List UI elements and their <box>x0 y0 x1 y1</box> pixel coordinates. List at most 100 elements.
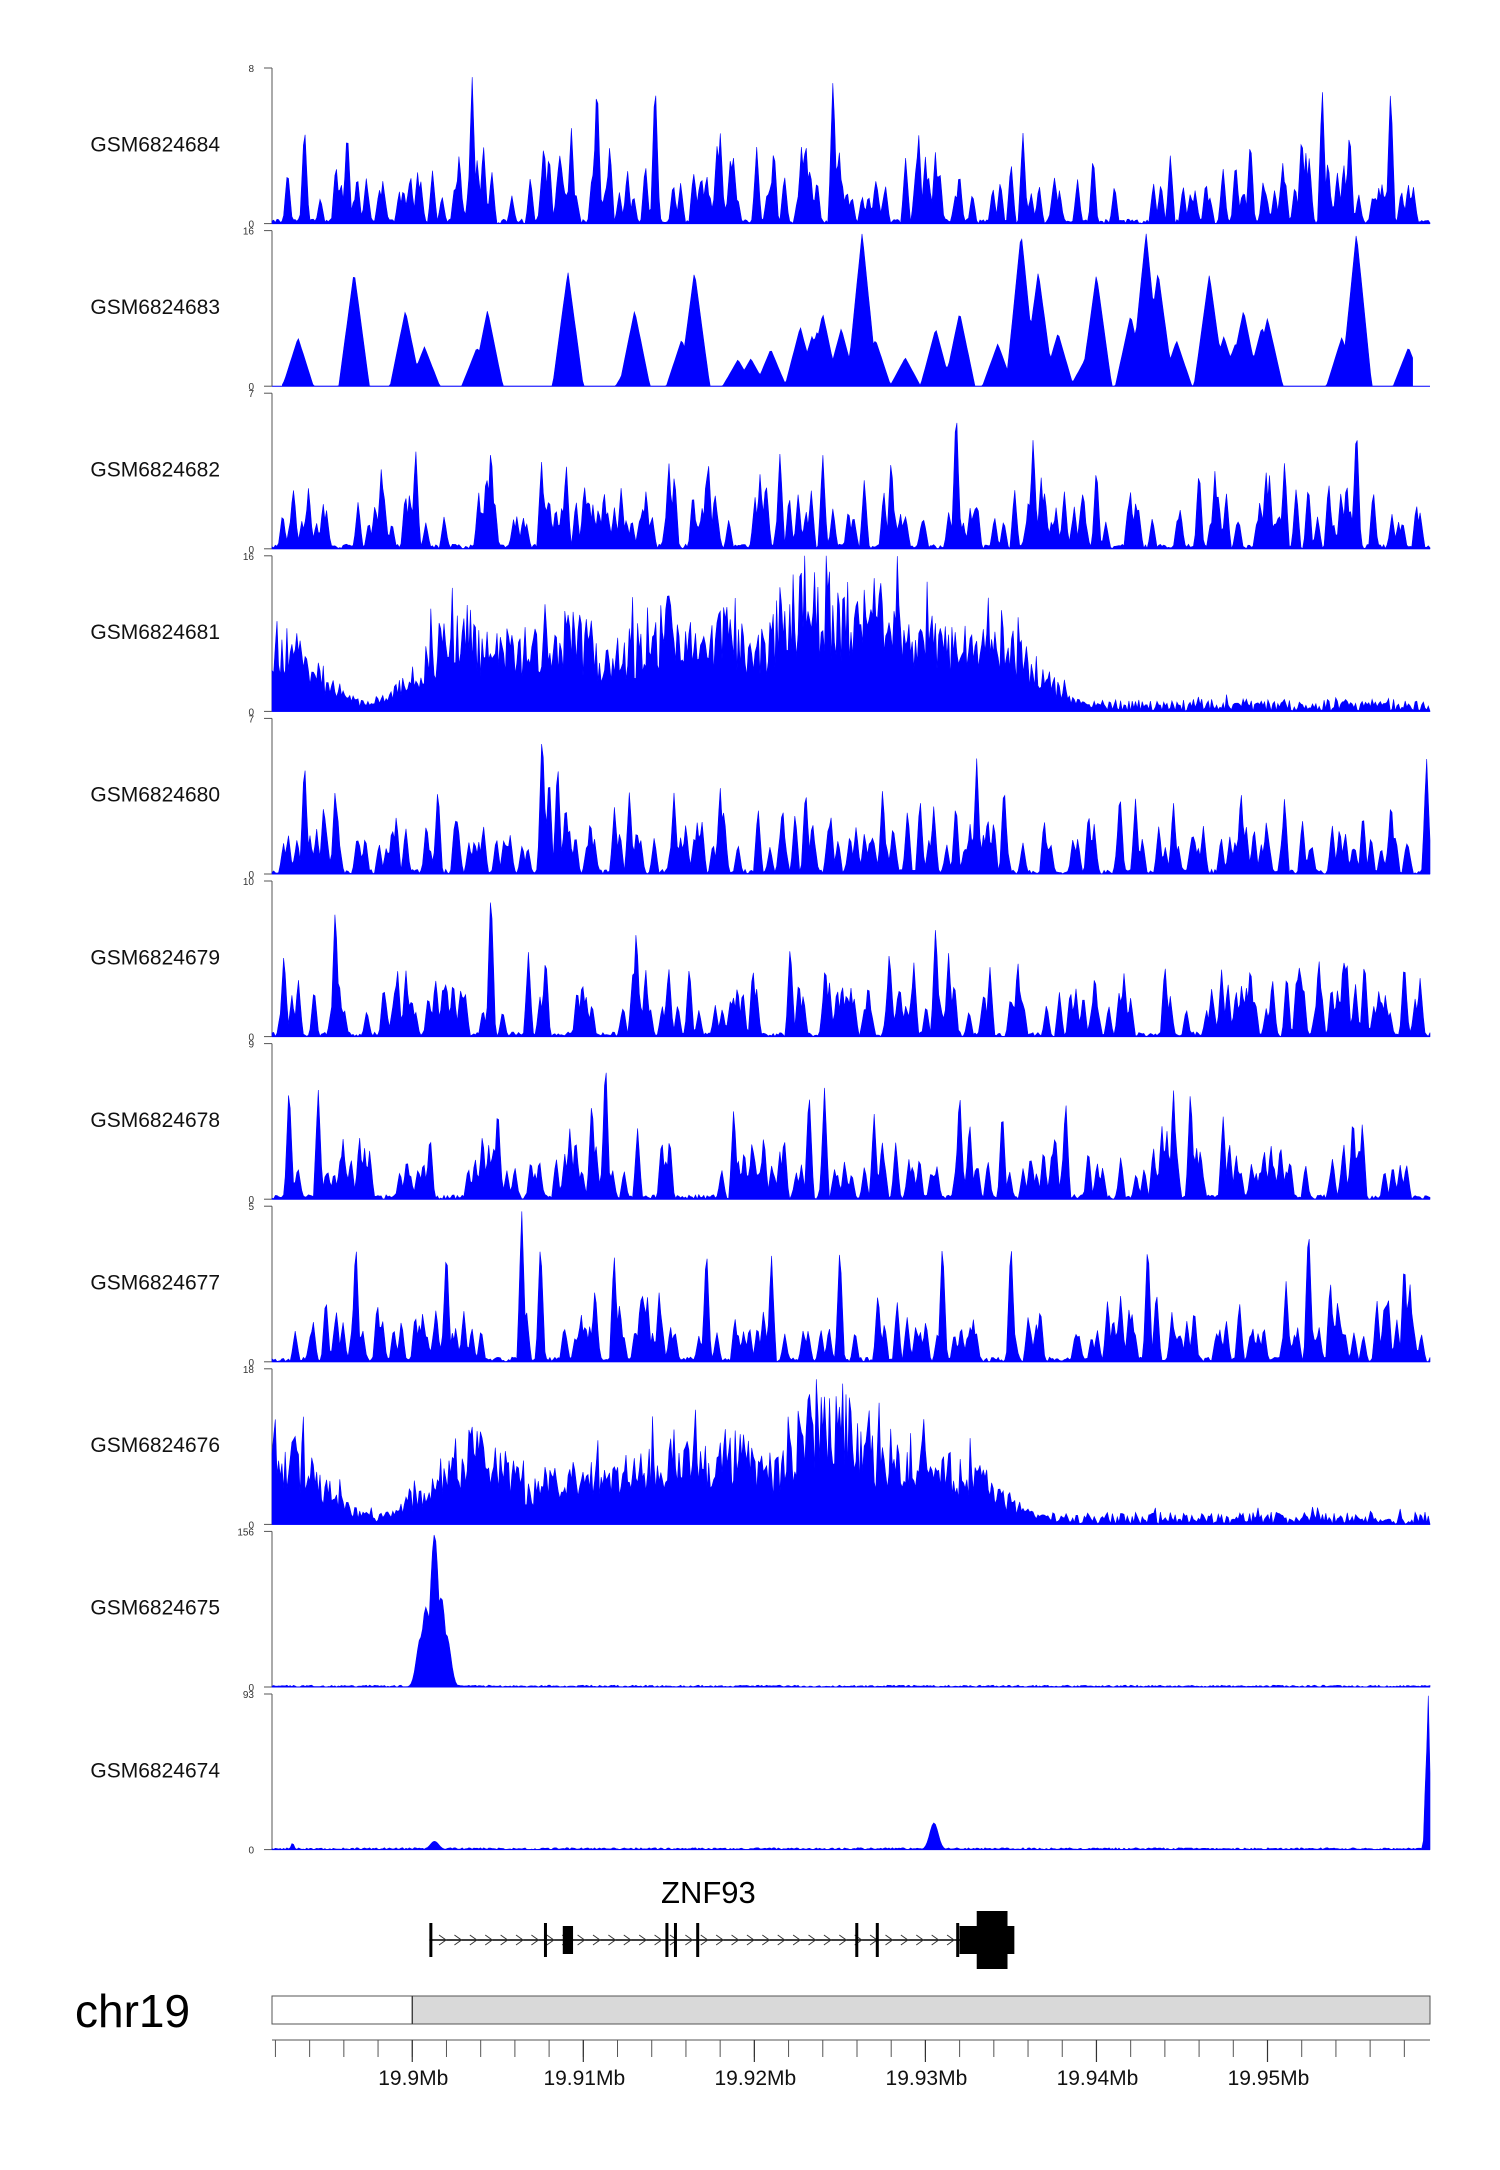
y-zero-label: 0 <box>248 1520 254 1531</box>
track-label: GSM6824683 <box>90 296 220 319</box>
strand-arrow <box>885 1934 894 1946</box>
track-label: GSM6824675 <box>90 1597 220 1620</box>
x-tick-label: 19.92Mb <box>714 2067 796 2090</box>
track-GSM6824676: GSM6824676 18 0 <box>90 1365 1431 1531</box>
signal-area <box>271 1379 1431 1526</box>
y-max-label: 9 <box>248 1040 254 1051</box>
signal-area <box>271 1534 1431 1688</box>
exon-utr <box>959 1926 1015 1954</box>
track-label: GSM6824678 <box>90 1109 220 1132</box>
x-tick-label: 19.9Mb <box>378 2067 448 2090</box>
track-GSM6824675: GSM6824675 156 0 <box>90 1527 1431 1694</box>
signal-area <box>271 1695 1431 1850</box>
track-GSM6824678: GSM6824678 9 0 <box>90 1040 1431 1206</box>
y-zero-label: 0 <box>248 1033 254 1044</box>
gene-annotation-track: ZNF93 <box>429 1875 1015 1969</box>
y-max-label: 10 <box>243 877 255 888</box>
strand-arrow <box>546 1934 555 1946</box>
y-max-label: 8 <box>248 64 254 75</box>
track-label: GSM6824674 <box>90 1759 220 1782</box>
exon <box>855 1923 859 1957</box>
track-label: GSM6824679 <box>90 946 220 969</box>
y-max-label: 5 <box>248 1202 254 1213</box>
y-zero-label: 0 <box>248 1195 254 1206</box>
strand-arrow <box>469 1934 478 1946</box>
strand-arrow <box>685 1934 694 1946</box>
exon <box>665 1923 669 1957</box>
signal-area <box>271 77 1431 225</box>
gene-name-label: ZNF93 <box>661 1875 756 1910</box>
y-zero-label: 0 <box>248 1846 254 1857</box>
exon <box>956 1923 960 1957</box>
strand-arrow <box>669 1934 678 1946</box>
track-GSM6824681: GSM6824681 16 0 <box>90 552 1431 718</box>
track-label: GSM6824682 <box>90 459 220 482</box>
y-zero-label: 0 <box>248 220 254 231</box>
y-zero-label: 0 <box>248 870 254 881</box>
exon <box>562 1926 574 1954</box>
strand-arrow <box>946 1934 955 1946</box>
strand-arrow <box>454 1934 463 1946</box>
signal-area <box>271 902 1431 1038</box>
strand-arrow <box>731 1934 740 1946</box>
signal-area <box>271 1211 1431 1363</box>
track-label: GSM6824680 <box>90 784 220 807</box>
strand-arrow <box>931 1934 940 1946</box>
strand-arrow <box>515 1934 524 1946</box>
x-tick-label: 19.91Mb <box>543 2067 625 2090</box>
strand-arrow <box>808 1934 817 1946</box>
strand-arrow <box>608 1934 617 1946</box>
y-zero-label: 0 <box>248 382 254 393</box>
track-GSM6824679: GSM6824679 10 0 <box>90 877 1431 1044</box>
y-zero-label: 0 <box>248 1683 254 1694</box>
strand-arrow <box>438 1934 447 1946</box>
track-label: GSM6824677 <box>90 1272 220 1295</box>
strand-arrow <box>623 1934 632 1946</box>
strand-arrow <box>531 1934 540 1946</box>
strand-arrow <box>823 1934 832 1946</box>
strand-arrow <box>839 1934 848 1946</box>
signal-area <box>282 233 1413 387</box>
y-zero-label: 0 <box>248 707 254 718</box>
exon <box>875 1923 879 1957</box>
strand-arrow <box>592 1934 601 1946</box>
track-GSM6824683: GSM6824683 16 0 <box>90 227 1430 393</box>
strand-arrow <box>500 1934 509 1946</box>
signal-area <box>271 743 1431 875</box>
track-label: GSM6824676 <box>90 1434 220 1457</box>
y-max-label: 16 <box>243 227 255 238</box>
strand-arrow <box>484 1934 494 1946</box>
track-label: GSM6824684 <box>90 133 220 156</box>
signal-area <box>271 555 1431 712</box>
strand-arrow <box>638 1934 648 1946</box>
track-GSM6824674: GSM6824674 93 0 <box>90 1690 1431 1857</box>
x-tick-label: 19.94Mb <box>1057 2067 1139 2090</box>
strand-arrow <box>762 1934 771 1946</box>
strand-arrow <box>746 1934 755 1946</box>
x-tick-label: 19.93Mb <box>886 2067 968 2090</box>
strand-arrow <box>577 1934 586 1946</box>
exon <box>696 1923 700 1957</box>
highlight-region <box>411 1995 1431 2025</box>
strand-arrow <box>715 1934 725 1946</box>
track-GSM6824684: GSM6824684 8 0 <box>90 64 1431 231</box>
x-tick-label: 19.95Mb <box>1228 2067 1310 2090</box>
chromosome-label: chr19 <box>75 1985 190 2037</box>
track-GSM6824682: GSM6824682 7 0 <box>90 389 1431 556</box>
signal-area <box>271 1072 1431 1201</box>
genome-axis: chr19 19.9Mb 19.91Mb 19.92Mb 19.93Mb 19.94Mb 1… <box>75 1985 1431 2090</box>
y-max-label: 18 <box>243 1365 255 1376</box>
y-max-label: 93 <box>243 1690 255 1701</box>
track-GSM6824677: GSM6824677 5 0 <box>90 1202 1431 1369</box>
y-max-label: 156 <box>237 1527 254 1538</box>
strand-arrow <box>915 1934 925 1946</box>
strand-arrow <box>792 1934 801 1946</box>
y-zero-label: 0 <box>248 545 254 556</box>
track-label: GSM6824681 <box>90 621 220 644</box>
exon <box>543 1923 547 1957</box>
strand-arrow <box>654 1934 663 1946</box>
y-zero-label: 0 <box>248 1358 254 1369</box>
exon <box>429 1923 433 1957</box>
strand-arrow <box>777 1934 786 1946</box>
